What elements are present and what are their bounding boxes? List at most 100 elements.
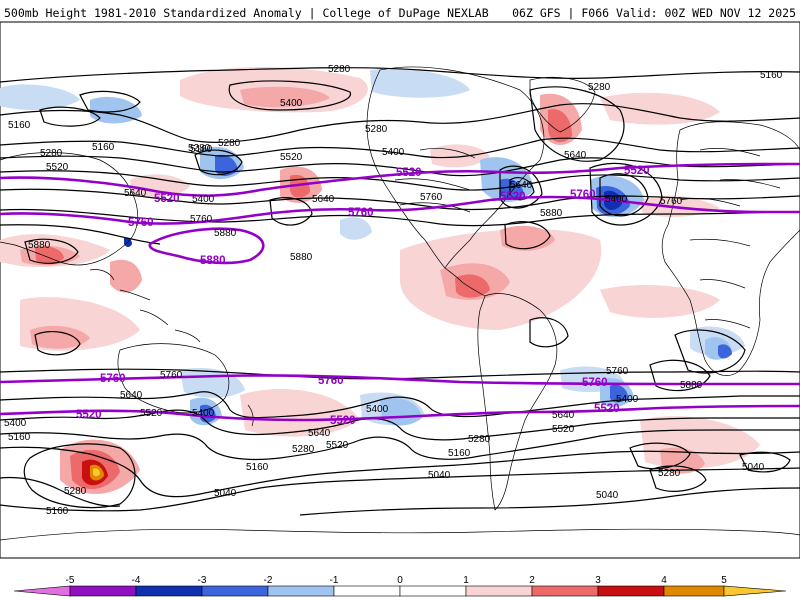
- contour-label: 5520: [46, 162, 69, 173]
- contour-labels: 5280 5160 5400 5280 5160 5280 5520 5160 …: [4, 64, 783, 517]
- highlight-label: 5760: [570, 189, 596, 201]
- highlight-label: 5880: [200, 255, 226, 267]
- colorbar-segment: [399, 585, 467, 597]
- colorbar-tick: 2: [529, 575, 535, 586]
- contour-label: 5640: [552, 410, 575, 421]
- colorbar-right-arrow: [723, 585, 787, 597]
- map-title: 500mb Height 1981-2010 Standardized Anom…: [4, 6, 489, 20]
- contour-label: 5880: [540, 208, 563, 219]
- contour-label: 5040: [596, 490, 619, 501]
- contour-label: 5280: [40, 148, 63, 159]
- colorbar-segment: [663, 585, 725, 597]
- contour-label: 5400: [4, 418, 27, 429]
- contour-label: 5160: [246, 462, 269, 473]
- colorbar-tick: 3: [595, 575, 601, 586]
- colorbar-tick: 5: [721, 575, 727, 586]
- contour-label: 5760: [190, 214, 213, 225]
- contour-label: 5400: [616, 394, 639, 405]
- contour-label: 5640: [564, 150, 587, 161]
- contour-label: 5520: [140, 408, 163, 419]
- highlight-label: 5760: [100, 373, 126, 385]
- contour-label: 5280: [64, 486, 87, 497]
- contour-label: 5400: [366, 404, 389, 415]
- contour-label: 5400: [605, 194, 628, 205]
- colorbar-ticks: -5 -4 -3 -2 -1 0 1 2 3 4 5: [66, 575, 728, 586]
- colorbar-tick: 0: [397, 575, 403, 586]
- contour-label: 5880: [28, 240, 51, 251]
- contour-label: 5400: [192, 194, 215, 205]
- anomaly-shading: [0, 67, 760, 494]
- contour-label: 5760: [606, 366, 629, 377]
- coastlines: [0, 66, 800, 541]
- contour-label: 5280: [658, 468, 681, 479]
- contour-label: 5520: [326, 440, 349, 451]
- highlight-label: 5760: [318, 375, 344, 387]
- contour-label: 5280: [292, 444, 315, 455]
- contour-label: 5160: [448, 448, 471, 459]
- contour-label: 5280: [328, 64, 351, 75]
- model-run-info: 06Z GFS | F066 Valid: 00Z WED NOV 12 202…: [512, 6, 796, 20]
- highlight-contours: [0, 162, 800, 422]
- contour-label: 5640: [124, 188, 147, 199]
- contour-label: 5160: [760, 70, 783, 81]
- contour-label: 5640: [312, 194, 335, 205]
- highlight-label: 5520: [396, 167, 422, 179]
- contour-label: 5040: [214, 488, 237, 499]
- colorbar-segment: [465, 585, 533, 597]
- highlight-label: 5520: [624, 165, 650, 177]
- contour-label: 5640: [510, 180, 533, 191]
- contour-label: 5760: [420, 192, 443, 203]
- contour-label: 5880: [214, 228, 237, 239]
- contour-label: 5400: [382, 147, 405, 158]
- contour-label: 5880: [290, 252, 313, 263]
- contour-label: 5160: [92, 142, 115, 153]
- highlight-label: 5520: [330, 415, 356, 427]
- highlight-label: 5520: [154, 193, 180, 205]
- colorbar-tick: -2: [264, 575, 273, 586]
- contour-label: 5040: [428, 470, 451, 481]
- contour-label: 5880: [680, 380, 703, 391]
- contour-label: 5280: [468, 434, 491, 445]
- colorbar-segment: [201, 585, 269, 597]
- highlight-label: 5760: [128, 217, 154, 229]
- colorbar-segment: [531, 585, 599, 597]
- contour-label: 5160: [190, 144, 213, 155]
- contour-label: 5760: [160, 370, 183, 381]
- contour-label: 5280: [365, 124, 388, 135]
- contour-label: 5520: [552, 424, 575, 435]
- contour-label: 5640: [308, 428, 331, 439]
- colorbar-tick: -3: [198, 575, 207, 586]
- contour-label: 5160: [8, 432, 31, 443]
- colorbar-tick: -4: [132, 575, 141, 586]
- header-bar: 500mb Height 1981-2010 Standardized Anom…: [0, 0, 800, 22]
- colorbar-tick: -1: [330, 575, 339, 586]
- highlight-label: 5760: [582, 377, 608, 389]
- colorbar-segment: [333, 585, 401, 597]
- contour-label: 5160: [8, 120, 31, 131]
- contour-label: 5520: [280, 152, 303, 163]
- colorbar: [13, 585, 787, 597]
- contour-label: 5400: [192, 408, 215, 419]
- colorbar-tick: -5: [66, 575, 75, 586]
- colorbar-segment: [69, 585, 137, 597]
- contour-label: 5760: [660, 196, 683, 207]
- colorbar-segment: [135, 585, 203, 597]
- colorbar-segment: [597, 585, 665, 597]
- contour-label: 5160: [46, 506, 69, 517]
- contour-label: 5640: [120, 390, 143, 401]
- highlight-label: 5520: [594, 403, 620, 415]
- highlight-label: 5520: [500, 191, 526, 203]
- contour-label: 5280: [188, 143, 211, 154]
- contour-label: 5280: [218, 138, 241, 149]
- colorbar-tick: 1: [463, 575, 469, 586]
- colorbar-tick: 4: [661, 575, 667, 586]
- highlight-label: 5760: [348, 207, 374, 219]
- height-contours: [0, 67, 800, 516]
- highlight-label: 5520: [76, 409, 102, 421]
- colorbar-segment: [267, 585, 335, 597]
- contour-label: 5280: [588, 82, 611, 93]
- highlight-labels: 5520 5520 5760 5760 5880 5520 5520 5760 …: [76, 165, 650, 427]
- contour-label: 5040: [742, 462, 765, 473]
- contour-label: 5400: [280, 98, 303, 109]
